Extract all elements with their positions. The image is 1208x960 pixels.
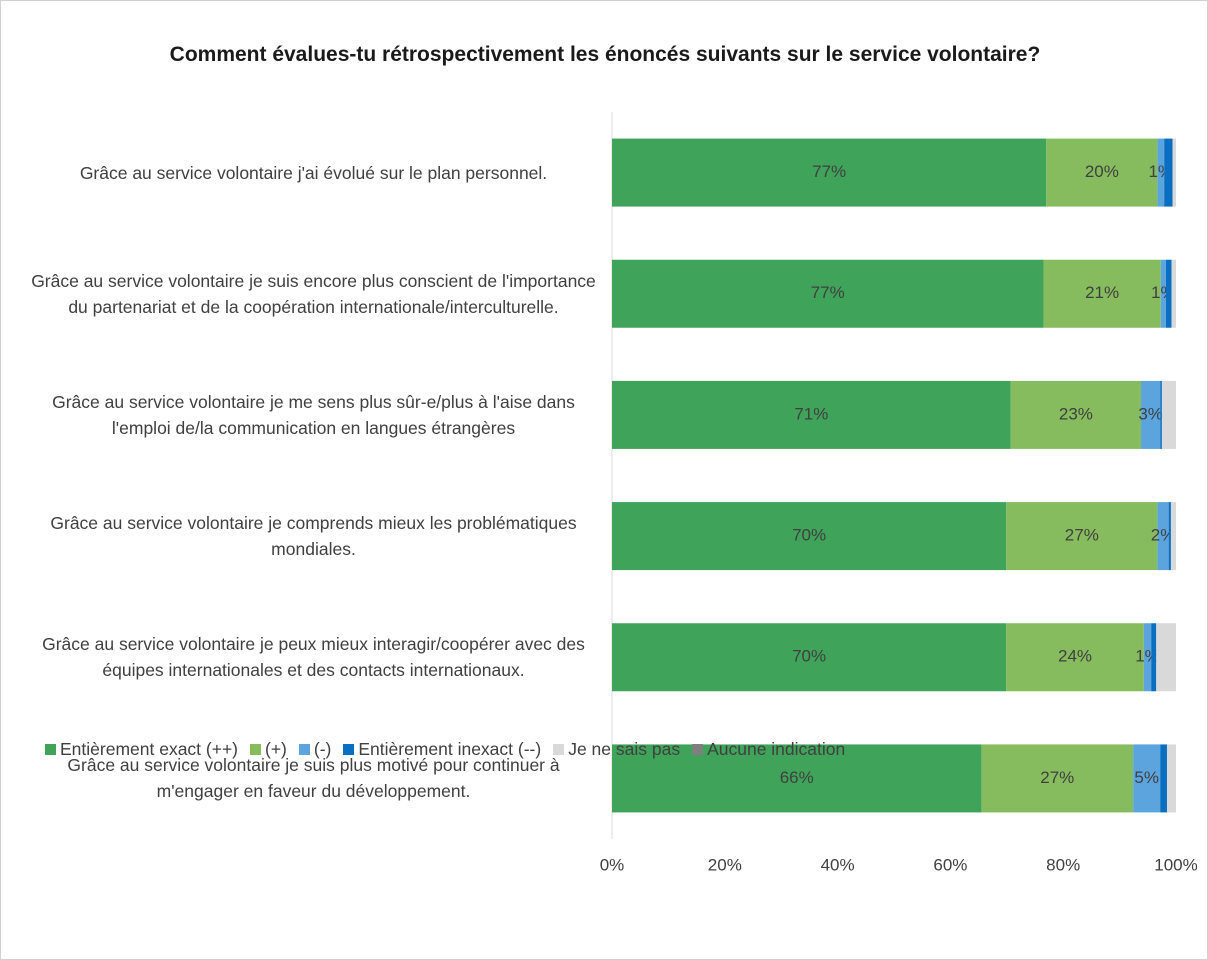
data-label: 21% xyxy=(1085,283,1119,302)
data-label: 27% xyxy=(1040,768,1074,787)
legend-item: (+) xyxy=(250,739,287,760)
legend-swatch xyxy=(45,744,56,755)
bar-segment xyxy=(1010,380,1142,449)
legend-label: Aucune indication xyxy=(707,739,846,759)
bar-segment xyxy=(612,623,1007,692)
bar-segment xyxy=(1160,380,1162,449)
bar-segment xyxy=(612,744,982,813)
legend: Entièrement exact (++) (+) (-) Entièrement … xyxy=(45,739,845,760)
bar-segment xyxy=(1157,502,1169,571)
bar-segment xyxy=(1160,744,1167,813)
category-label: Grâce au service volontaire je comprends… xyxy=(50,513,577,560)
category-label: Grâce au service volontaire j'ai évolué … xyxy=(79,162,548,183)
data-label: 70% xyxy=(792,526,826,545)
bar-segment xyxy=(1006,502,1158,571)
bar-segment xyxy=(1164,138,1173,207)
bar-segment xyxy=(981,744,1134,813)
chart-title: Comment évalues-tu rétrospectivement les… xyxy=(169,43,1041,66)
x-tick-label: 0% xyxy=(600,855,625,874)
bar-segment xyxy=(612,502,1007,571)
bar-segment xyxy=(1166,744,1176,813)
data-label: 77% xyxy=(812,162,846,181)
bar-segment xyxy=(1043,259,1161,328)
category-label: Grâce au service volontaire je peux mieu… xyxy=(42,634,585,681)
category-label: Grâce au service volontaire je suis plus… xyxy=(67,755,560,802)
legend-label: Entièrement exact (++) xyxy=(60,739,238,759)
bar-segment xyxy=(1151,623,1157,692)
bar-segment xyxy=(1133,744,1161,813)
bar-segment xyxy=(1171,259,1176,328)
data-label: 27% xyxy=(1065,526,1099,545)
data-label: 71% xyxy=(794,404,828,423)
legend-item: (-) xyxy=(298,739,332,760)
bar-segment xyxy=(1157,138,1165,207)
bar-segment xyxy=(612,259,1044,328)
bar-segment xyxy=(1006,623,1144,692)
bar-segment xyxy=(1172,138,1176,207)
legend-label: Je ne sais pas xyxy=(568,739,681,759)
x-tick-label: 100% xyxy=(1154,855,1197,874)
category-label: Grâce au service volontaire je me sens p… xyxy=(52,391,575,438)
bar-segment xyxy=(1141,380,1161,449)
legend-swatch xyxy=(298,744,310,755)
legend-swatch xyxy=(343,744,355,755)
data-label: 66% xyxy=(780,768,814,787)
legend-label: (-) xyxy=(313,739,332,759)
data-label: 77% xyxy=(811,283,845,302)
legend-label: Entièrement inexact (--) xyxy=(358,739,542,759)
x-tick-label: 40% xyxy=(821,855,855,874)
data-label: 3% xyxy=(1138,404,1163,423)
legend-swatch xyxy=(692,744,704,755)
x-tick-label: 60% xyxy=(933,855,967,874)
legend-item: Entièrement exact (++) xyxy=(45,739,238,760)
bar-segment xyxy=(1046,138,1158,207)
data-label: 70% xyxy=(792,647,826,666)
bar-segment xyxy=(1165,259,1172,328)
bar-segment xyxy=(1160,259,1166,328)
bar-segment xyxy=(1143,623,1152,692)
data-label: 23% xyxy=(1059,404,1093,423)
legend-item: Je ne sais pas xyxy=(553,739,680,760)
data-label: 20% xyxy=(1085,162,1119,181)
legend-swatch xyxy=(553,744,565,755)
data-label: 24% xyxy=(1058,647,1092,666)
x-tick-label: 20% xyxy=(708,855,742,874)
bar-segment xyxy=(1161,380,1176,449)
x-tick-label: 80% xyxy=(1046,855,1080,874)
legend-item: Entièrement inexact (--) xyxy=(343,739,541,760)
category-label: Grâce au service volontaire je suis enco… xyxy=(31,270,596,317)
legend-swatch xyxy=(250,744,261,755)
data-label: 5% xyxy=(1134,768,1159,787)
legend-item: Aucune indication xyxy=(692,739,845,760)
bar-segment xyxy=(1168,502,1171,571)
bar-segment xyxy=(1156,623,1176,692)
bar-segment xyxy=(1170,502,1176,571)
bar-segment xyxy=(612,380,1011,449)
legend-label: (+) xyxy=(265,739,287,759)
bar-segment xyxy=(612,138,1047,207)
